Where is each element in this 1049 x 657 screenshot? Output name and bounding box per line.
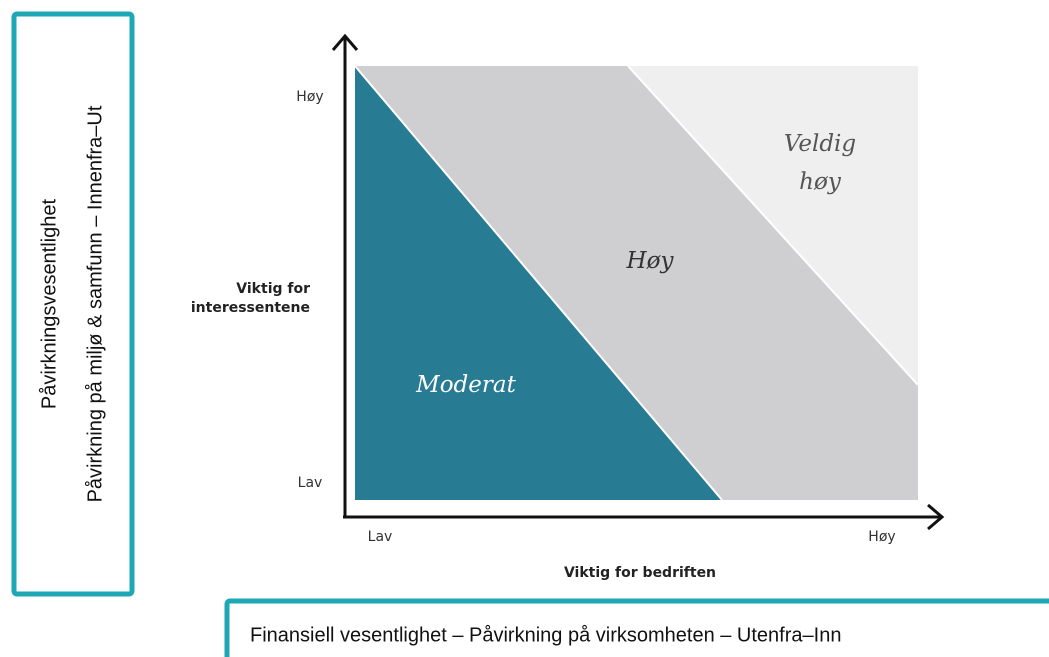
x-title: Viktig for bedriften [564,565,716,581]
left-box [11,11,135,597]
bottom-box [224,598,1049,657]
y-low: Lav [298,475,323,491]
very-high-label: Veldig [784,131,856,157]
y-title: Viktig for [236,281,310,297]
y-arrow [331,33,359,51]
x-low: Lav [368,529,393,545]
bottom-box-text: Finansiell vesentlighet – Påvirkning på … [250,624,841,646]
moderate-label: Moderat [415,372,516,398]
very-high-label: høy [799,169,842,195]
x-arrow [927,503,945,531]
left-box-title: Påvirkningsvesentlighet [38,199,60,410]
high-label: Høy [626,248,675,274]
x-high: Høy [868,529,895,545]
divider [627,65,919,386]
left-box-subtitle: Påvirkning på miljø & samfunn – Innenfra… [84,105,106,502]
y-title: interessentene [191,300,310,316]
y-high: Høy [296,89,323,105]
divider [354,65,723,501]
high-region [355,66,918,500]
